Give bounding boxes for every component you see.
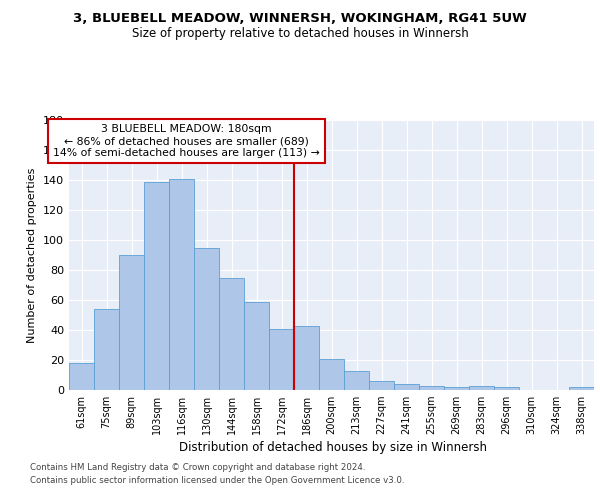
Bar (569, 387, 594, 390)
Text: 3 BLUEBELL MEADOW: 180sqm
← 86% of detached houses are smaller (689)
14% of semi: 3 BLUEBELL MEADOW: 180sqm ← 86% of detac… (53, 124, 320, 158)
Text: Size of property relative to detached houses in Winnersh: Size of property relative to detached ho… (131, 28, 469, 40)
Bar (294, 326, 319, 390)
Bar (244, 302, 269, 390)
Text: Distribution of detached houses by size in Winnersh: Distribution of detached houses by size … (179, 441, 487, 454)
Bar (319, 358, 344, 390)
Bar (269, 328, 294, 390)
Bar (369, 381, 394, 390)
Bar (194, 248, 219, 390)
Bar (344, 370, 369, 390)
Text: Contains public sector information licensed under the Open Government Licence v3: Contains public sector information licen… (30, 476, 404, 485)
Text: Contains HM Land Registry data © Crown copyright and database right 2024.: Contains HM Land Registry data © Crown c… (30, 464, 365, 472)
Bar (494, 387, 519, 390)
Bar (144, 182, 169, 390)
Bar (169, 178, 194, 390)
Bar (94, 309, 119, 390)
Bar (444, 387, 469, 390)
Text: 3, BLUEBELL MEADOW, WINNERSH, WOKINGHAM, RG41 5UW: 3, BLUEBELL MEADOW, WINNERSH, WOKINGHAM,… (73, 12, 527, 26)
Bar (419, 386, 444, 390)
Bar (394, 384, 419, 390)
Bar (219, 278, 244, 390)
Bar (469, 386, 494, 390)
Bar (119, 255, 144, 390)
Bar (69, 363, 94, 390)
Y-axis label: Number of detached properties: Number of detached properties (28, 168, 37, 342)
